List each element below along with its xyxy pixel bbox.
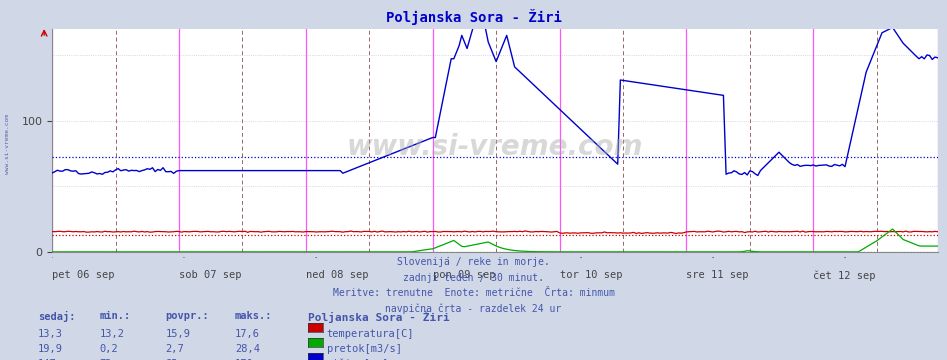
- Text: 15,9: 15,9: [166, 329, 190, 339]
- Text: pretok[m3/s]: pretok[m3/s]: [327, 344, 402, 354]
- Text: www.si-vreme.com: www.si-vreme.com: [347, 133, 643, 161]
- Text: pet 06 sep: pet 06 sep: [52, 270, 115, 280]
- Text: čet 12 sep: čet 12 sep: [813, 270, 876, 281]
- Text: min.:: min.:: [99, 311, 131, 321]
- Text: 0,2: 0,2: [99, 344, 118, 354]
- Text: 19,9: 19,9: [38, 344, 63, 354]
- Text: maks.:: maks.:: [235, 311, 273, 321]
- Text: sre 11 sep: sre 11 sep: [687, 270, 749, 280]
- Text: 28,4: 28,4: [235, 344, 259, 354]
- Text: 2,7: 2,7: [166, 344, 185, 354]
- Text: Poljanska Sora - Žiri: Poljanska Sora - Žiri: [385, 9, 562, 25]
- Text: Meritve: trenutne  Enote: metrične  Črta: minmum: Meritve: trenutne Enote: metrične Črta: …: [332, 288, 615, 298]
- Text: navpična črta - razdelek 24 ur: navpična črta - razdelek 24 ur: [385, 304, 562, 314]
- Text: temperatura[C]: temperatura[C]: [327, 329, 414, 339]
- Text: 170: 170: [235, 359, 254, 360]
- Text: višina[cm]: višina[cm]: [327, 359, 389, 360]
- Text: 85: 85: [166, 359, 178, 360]
- Text: ned 08 sep: ned 08 sep: [306, 270, 368, 280]
- Text: Slovenija / reke in morje.: Slovenija / reke in morje.: [397, 257, 550, 267]
- Text: tor 10 sep: tor 10 sep: [560, 270, 622, 280]
- Text: zadnji teden / 30 minut.: zadnji teden / 30 minut.: [403, 273, 544, 283]
- Text: pon 09 sep: pon 09 sep: [433, 270, 495, 280]
- Text: sedaj:: sedaj:: [38, 311, 76, 323]
- Text: sob 07 sep: sob 07 sep: [179, 270, 241, 280]
- Text: povpr.:: povpr.:: [166, 311, 209, 321]
- Text: 147: 147: [38, 359, 57, 360]
- Text: www.si-vreme.com: www.si-vreme.com: [5, 114, 10, 174]
- Text: 13,2: 13,2: [99, 329, 124, 339]
- Text: 17,6: 17,6: [235, 329, 259, 339]
- Text: 13,3: 13,3: [38, 329, 63, 339]
- Text: 72: 72: [99, 359, 112, 360]
- Text: Poljanska Sora - Žiri: Poljanska Sora - Žiri: [308, 311, 450, 323]
